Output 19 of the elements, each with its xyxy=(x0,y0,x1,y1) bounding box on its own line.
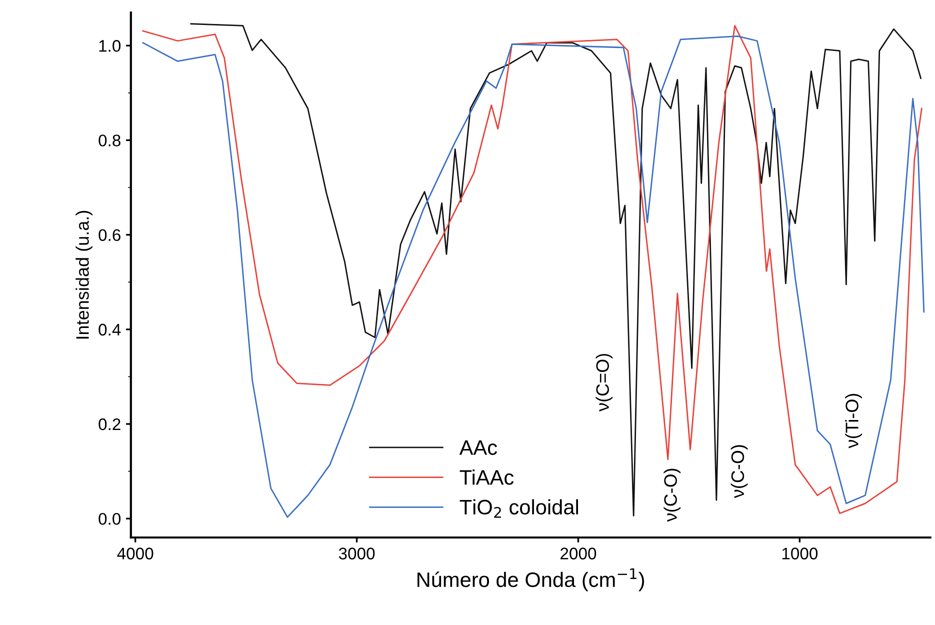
y-axis-title: Intensidad (u.a.) xyxy=(76,210,92,339)
annotation: ν(Ti-O) xyxy=(845,394,862,448)
x-tick-label: 4000 xyxy=(117,548,154,560)
legend-label: AAc xyxy=(459,440,497,455)
y-tick-label: 0.8 xyxy=(98,134,120,146)
annotation: ν(C-O) xyxy=(730,445,748,498)
x-tick-label: 1000 xyxy=(782,548,818,560)
y-tick-label: 0.0 xyxy=(98,512,121,525)
x-axis-title: Número de Onda (cm$^{−1}$) xyxy=(418,568,644,592)
annotation: ν(C=O) xyxy=(596,354,613,412)
legend-label: TiAAc xyxy=(460,469,514,485)
legend-label: TiO$_{2}$ coloidal xyxy=(460,499,578,518)
x-tick-label: 2000 xyxy=(560,548,596,560)
y-tick-label: 0.2 xyxy=(98,418,120,430)
y-tick-label: 0.6 xyxy=(98,229,120,241)
annotation: ν(C-O) xyxy=(664,468,681,522)
x-tick-label: 3000 xyxy=(338,548,375,560)
y-tick-label: 1.0 xyxy=(99,40,121,52)
y-tick-label: 0.4 xyxy=(98,324,121,336)
